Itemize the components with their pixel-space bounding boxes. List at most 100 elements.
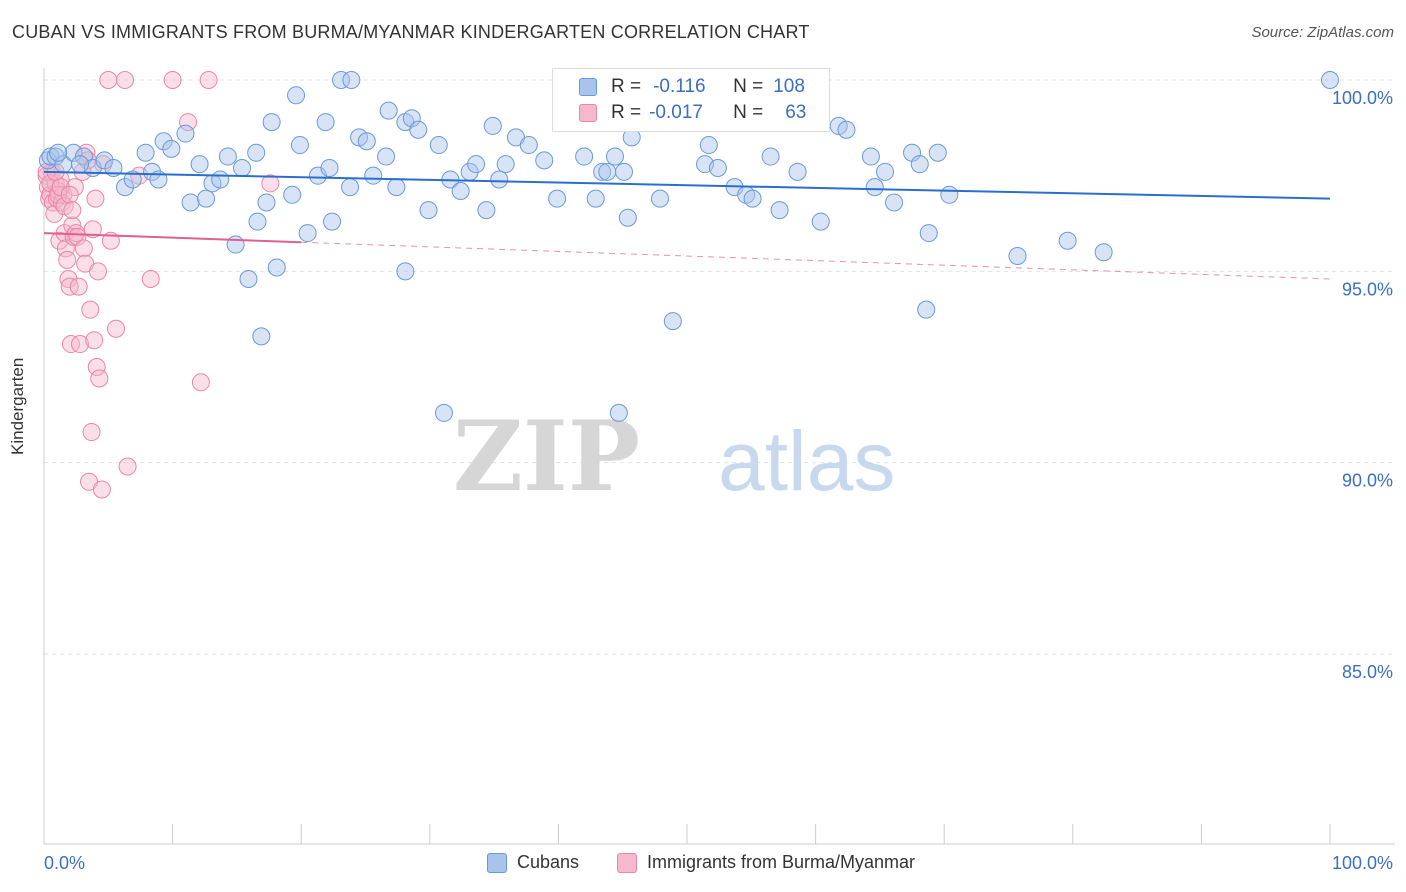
- data-point-cubans: [387, 178, 406, 197]
- series-cubans: [38, 71, 1339, 422]
- data-point-cubans: [1094, 243, 1113, 262]
- data-point-cubans: [252, 327, 271, 346]
- data-point-cubans: [218, 147, 237, 166]
- data-point-cubans: [618, 208, 637, 227]
- data-point-burma: [107, 319, 126, 338]
- data-point-cubans: [290, 136, 309, 155]
- data-point-cubans: [257, 193, 276, 212]
- data-point-cubans: [332, 71, 351, 89]
- data-point-burma: [191, 373, 210, 392]
- data-point-cubans: [316, 113, 335, 132]
- source-label: Source: ZipAtlas.com: [1251, 24, 1394, 41]
- data-point-cubans: [419, 201, 438, 220]
- data-point-cubans: [95, 151, 114, 170]
- legend-swatch-cubans: [487, 852, 507, 873]
- data-point-cubans: [247, 143, 266, 162]
- legend-n-value: 108: [773, 76, 805, 97]
- data-point-cubans: [910, 155, 929, 174]
- data-point-cubans: [396, 262, 415, 281]
- data-point-cubans: [928, 143, 947, 162]
- data-point-cubans: [233, 159, 252, 178]
- data-point-burma: [89, 262, 108, 281]
- data-point-burma: [118, 457, 137, 476]
- data-point-cubans: [811, 212, 830, 231]
- legend-label-burma: Immigrants from Burma/Myanmar: [647, 852, 916, 872]
- data-point-cubans: [197, 189, 216, 208]
- data-point-cubans: [548, 189, 567, 208]
- data-point-cubans: [429, 136, 448, 155]
- data-point-burma: [141, 269, 160, 288]
- data-point-burma: [74, 239, 93, 258]
- legend-n-label: N =: [733, 102, 764, 123]
- watermark-atlas: atlas: [718, 414, 895, 508]
- data-point-cubans: [451, 181, 470, 200]
- data-point-cubans: [788, 162, 807, 181]
- data-point-cubans: [609, 403, 628, 422]
- data-point-cubans: [262, 113, 281, 132]
- data-point-cubans: [519, 136, 538, 155]
- data-point-cubans: [865, 178, 884, 197]
- data-point-cubans: [885, 193, 904, 212]
- data-point-cubans: [64, 143, 83, 162]
- data-point-burma: [82, 423, 101, 442]
- y-tick-label: 100.0%: [1332, 88, 1393, 108]
- y-tick-label: 95.0%: [1342, 279, 1393, 299]
- legend-swatch-pink: [579, 104, 597, 122]
- legend-item-cubans[interactable]: Cubans: [487, 852, 579, 873]
- data-point-cubans: [226, 235, 245, 254]
- watermark: ZIP atlas: [453, 400, 896, 513]
- data-point-cubans: [575, 147, 594, 166]
- data-point-cubans: [663, 312, 682, 331]
- data-point-cubans: [605, 147, 624, 166]
- data-point-cubans: [650, 189, 669, 208]
- legend-swatch-burma: [617, 852, 637, 873]
- stats-legend: R = -0.116 N = 108 R = -0.017 N = 63: [552, 68, 830, 132]
- data-point-cubans: [176, 124, 195, 143]
- data-point-cubans: [377, 147, 396, 166]
- data-point-cubans: [116, 178, 135, 197]
- watermark-zip: ZIP: [453, 400, 640, 513]
- data-point-burma: [199, 71, 218, 89]
- data-point-cubans: [298, 224, 317, 243]
- data-point-cubans: [876, 162, 895, 181]
- data-point-burma: [86, 189, 105, 208]
- data-point-burma: [51, 178, 70, 197]
- data-point-burma: [58, 250, 77, 269]
- data-point-cubans: [467, 155, 486, 174]
- data-point-burma: [69, 277, 88, 296]
- data-point-burma: [81, 300, 100, 319]
- data-point-cubans: [287, 86, 306, 105]
- legend-label-cubans: Cubans: [517, 852, 580, 872]
- data-point-cubans: [535, 151, 554, 170]
- data-point-cubans: [143, 162, 162, 181]
- data-point-cubans: [341, 178, 360, 197]
- data-point-cubans: [283, 185, 302, 204]
- trend-line-burma-solid: [43, 232, 302, 244]
- legend-swatch-blue: [579, 78, 597, 96]
- tick-labels: 85.0% 90.0% 95.0% 100.0% 0.0% 100.0%: [44, 88, 1393, 873]
- data-point-burma: [60, 277, 79, 296]
- data-point-burma: [63, 201, 82, 220]
- legend-r-label: R =: [611, 76, 642, 97]
- legend-item-burma[interactable]: Immigrants from Burma/Myanmar: [617, 852, 915, 873]
- data-point-cubans: [483, 116, 502, 135]
- data-point-burma: [87, 358, 106, 376]
- data-point-burma: [116, 71, 135, 89]
- legend-row-cubans: R = -0.116 N = 108: [553, 74, 805, 100]
- data-point-burma: [59, 269, 78, 288]
- data-point-cubans: [490, 170, 509, 189]
- data-point-burma: [261, 174, 280, 193]
- data-point-burma: [163, 71, 182, 89]
- data-point-cubans: [496, 155, 515, 174]
- data-point-cubans: [181, 193, 200, 212]
- legend-row-burma: R = -0.017 N = 63: [553, 100, 806, 126]
- x-tick-label: 100.0%: [1332, 853, 1393, 873]
- data-point-cubans: [320, 159, 339, 178]
- data-point-cubans: [477, 201, 496, 220]
- data-point-burma: [60, 185, 79, 204]
- data-point-cubans: [434, 403, 453, 422]
- data-point-cubans: [409, 120, 428, 139]
- data-point-cubans: [743, 189, 762, 208]
- data-point-burma: [99, 71, 118, 89]
